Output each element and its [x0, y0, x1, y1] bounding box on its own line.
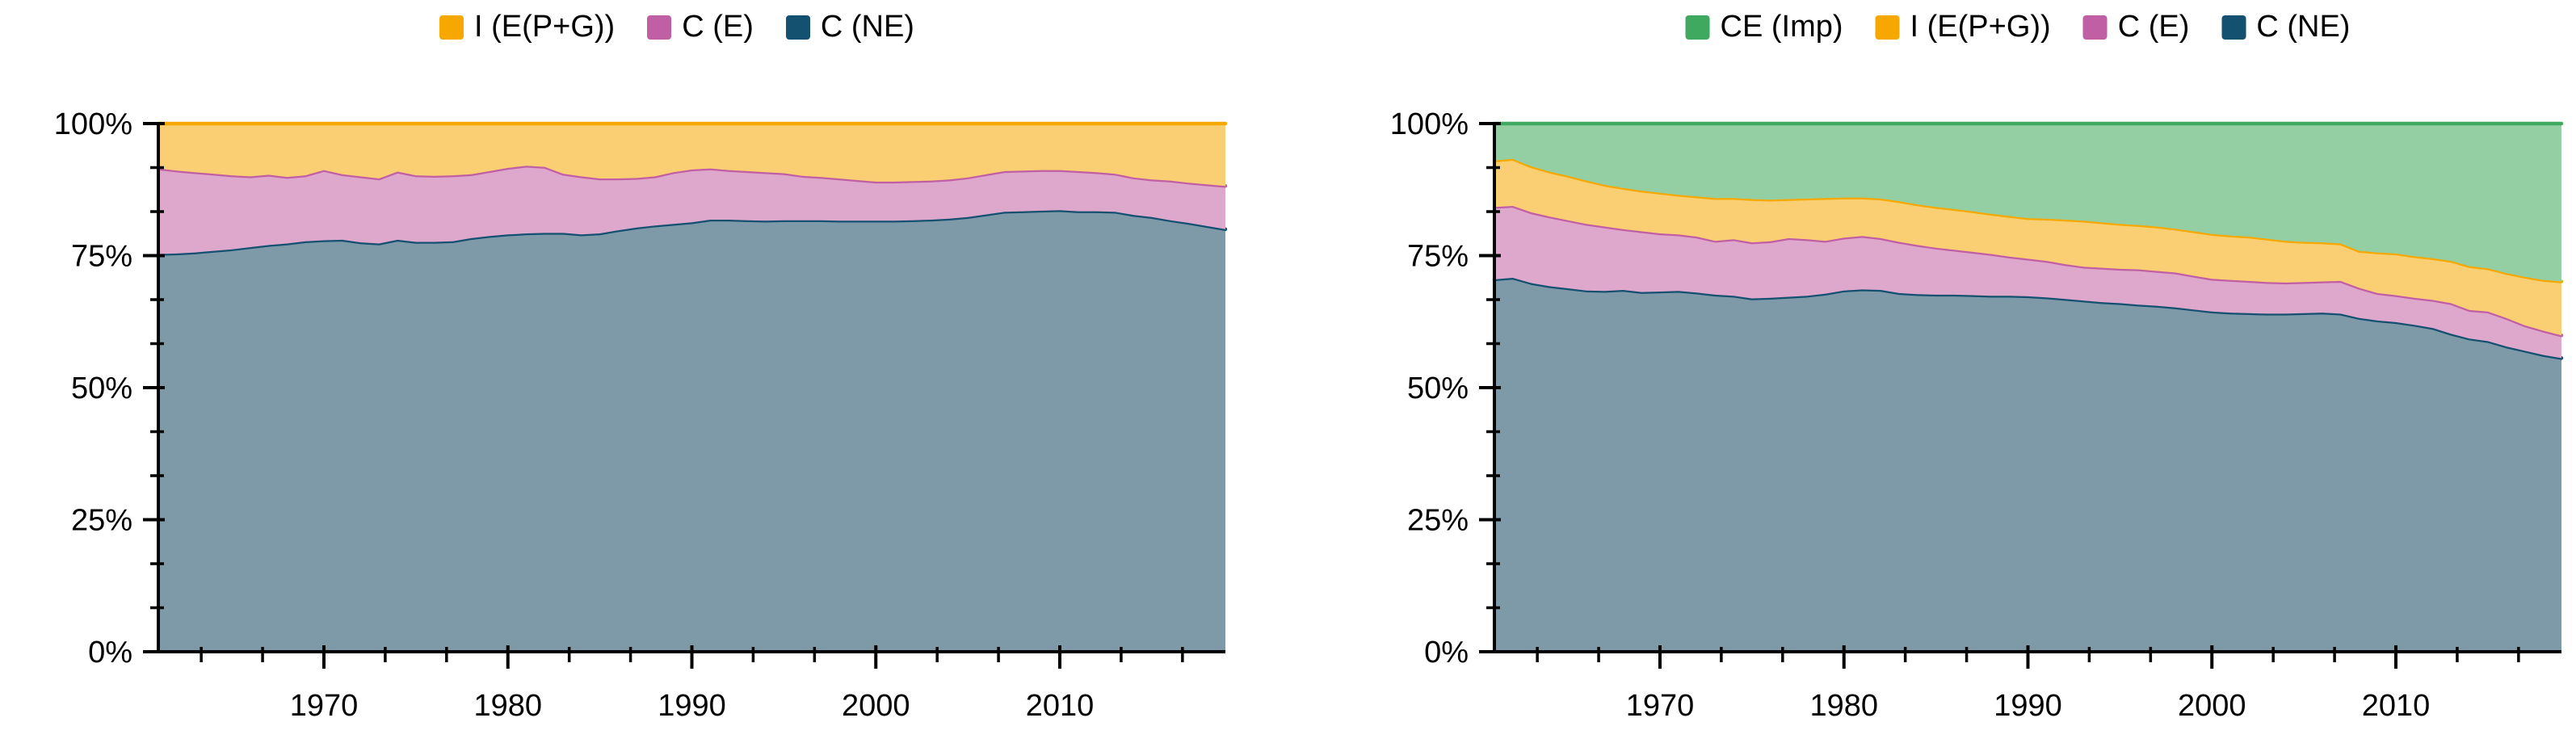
right-x-tick-label: 1970 [1626, 689, 1695, 723]
right-x-tick-label: 1980 [1809, 689, 1878, 723]
right-axes [1479, 122, 2561, 669]
right-x-tick-label: 2000 [2178, 689, 2246, 723]
legend-label: C (E) [682, 10, 754, 44]
right-series-c-e-area [1494, 206, 2561, 359]
left-y-tick-label: 75% [71, 240, 132, 274]
left-y-tick-label: 0% [88, 636, 132, 670]
left-x-tick-label: 1980 [473, 689, 542, 723]
legend-label: C (NE) [820, 10, 914, 44]
left-chart: 0% 25% 50% 75% 100% 1970 1980 1990 2000 2010 [54, 107, 1228, 723]
left-legend-item-c-ne: C (NE) [785, 10, 914, 44]
left-series-c-ne-area [158, 210, 1225, 652]
left-y-tick-label: 50% [71, 372, 132, 405]
left-series-c-e-area [158, 166, 1225, 254]
right-y-tick-label: 25% [1407, 504, 1469, 538]
right-legend-item-c-ne: C (NE) [2221, 10, 2350, 44]
legend-label: C (E) [2117, 10, 2190, 44]
right-series-i-epg-area [1494, 158, 2561, 336]
right-legend-item-i-e-p-g: I (E(P+G)) [1875, 10, 2051, 44]
right-chart-legend: CE (Imp) I (E(P+G)) C (E) C (NE) [1685, 10, 2350, 44]
right-y-tick-label: 50% [1407, 372, 1469, 405]
left-chart-legend: I (E(P+G)) C (E) C (NE) [439, 10, 914, 44]
right-legend-item-ce-imp: CE (Imp) [1685, 10, 1843, 44]
left-y-tick-label: 25% [71, 504, 132, 538]
right-series-ce-imp-area [1494, 124, 2561, 282]
right-legend-item-c-e: C (E) [2082, 10, 2190, 44]
right-x-tick-label: 2010 [2362, 689, 2431, 723]
right-x-tick-label: 1990 [1994, 689, 2062, 723]
legend-label: I (E(P+G)) [1910, 10, 2051, 44]
left-series-i-epg-area [158, 124, 1225, 187]
legend-swatch-icon [2082, 15, 2107, 40]
left-x-tick-label: 1970 [290, 689, 359, 723]
right-y-tick-label: 100% [1390, 107, 1469, 141]
left-y-tick-label: 100% [54, 107, 132, 141]
left-x-tick-label: 1990 [658, 689, 726, 723]
left-x-tick-label: 2010 [1026, 689, 1095, 723]
legend-label: I (E(P+G)) [474, 10, 616, 44]
legend-swatch-icon [2221, 15, 2246, 40]
right-y-tick-label: 0% [1424, 636, 1469, 670]
left-axes [143, 122, 1225, 669]
right-chart: 0% 25% 50% 75% 100% 1970 1980 1990 2000 2010 [1390, 107, 2564, 723]
legend-label: CE (Imp) [1720, 10, 1843, 44]
left-legend-item-c-e: C (E) [647, 10, 754, 44]
legend-swatch-icon [1685, 15, 1710, 40]
legend-swatch-icon [785, 15, 810, 40]
legend-label: C (NE) [2256, 10, 2351, 44]
left-x-tick-label: 2000 [842, 689, 910, 723]
right-series-c-ne-area [1494, 278, 2561, 652]
left-legend-item-i-e-p-g: I (E(P+G)) [439, 10, 615, 44]
right-y-tick-label: 75% [1407, 240, 1469, 274]
legend-swatch-icon [1875, 15, 1900, 40]
legend-swatch-icon [439, 15, 464, 40]
legend-swatch-icon [647, 15, 672, 40]
